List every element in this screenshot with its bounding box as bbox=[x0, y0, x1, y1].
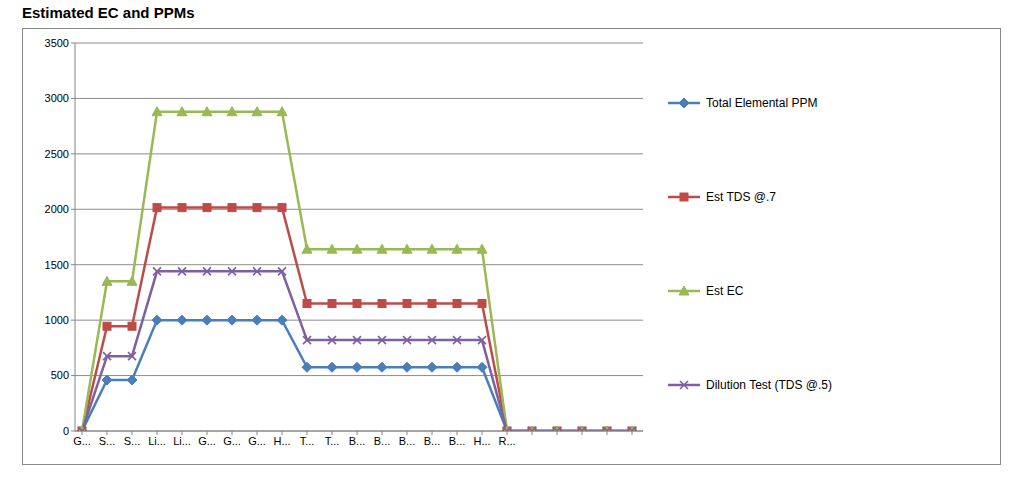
svg-text:500: 500 bbox=[51, 369, 69, 381]
svg-text:G...: G... bbox=[73, 435, 91, 447]
svg-text:2000: 2000 bbox=[45, 203, 69, 215]
html-text:Total Elemental PPM: Total Elemental PPM bbox=[706, 96, 818, 110]
svg-text:B...: B... bbox=[424, 435, 441, 447]
svg-text:T...: T... bbox=[300, 435, 315, 447]
html-text:Est TDS @.7: Est TDS @.7 bbox=[706, 190, 776, 204]
svg-text:T...: T... bbox=[325, 435, 340, 447]
svg-text:H...: H... bbox=[473, 435, 490, 447]
html-text:Est EC: Est EC bbox=[706, 284, 744, 298]
svg-text:G...: G... bbox=[223, 435, 241, 447]
svg-text:B...: B... bbox=[399, 435, 416, 447]
svg-text:S...: S... bbox=[124, 435, 141, 447]
svg-text:2500: 2500 bbox=[45, 148, 69, 160]
svg-text:1000: 1000 bbox=[45, 314, 69, 326]
svg-text:B...: B... bbox=[374, 435, 391, 447]
svg-text:1500: 1500 bbox=[45, 259, 69, 271]
html-text:Dilution Test (TDS @.5): Dilution Test (TDS @.5) bbox=[706, 378, 832, 392]
svg-text:Li...: Li... bbox=[173, 435, 191, 447]
svg-text:3000: 3000 bbox=[45, 92, 69, 104]
svg-text:S...: S... bbox=[99, 435, 116, 447]
svg-text:R...: R... bbox=[498, 435, 515, 447]
svg-text:H...: H... bbox=[273, 435, 290, 447]
html-text:Estimated EC and PPMs: Estimated EC and PPMs bbox=[22, 4, 195, 21]
svg-text:B...: B... bbox=[349, 435, 366, 447]
svg-text:3500: 3500 bbox=[45, 37, 69, 49]
svg-text:Li...: Li... bbox=[148, 435, 166, 447]
svg-text:B...: B... bbox=[449, 435, 466, 447]
svg-text:G...: G... bbox=[198, 435, 216, 447]
svg-text:G...: G... bbox=[248, 435, 266, 447]
svg-text:0: 0 bbox=[63, 425, 69, 437]
